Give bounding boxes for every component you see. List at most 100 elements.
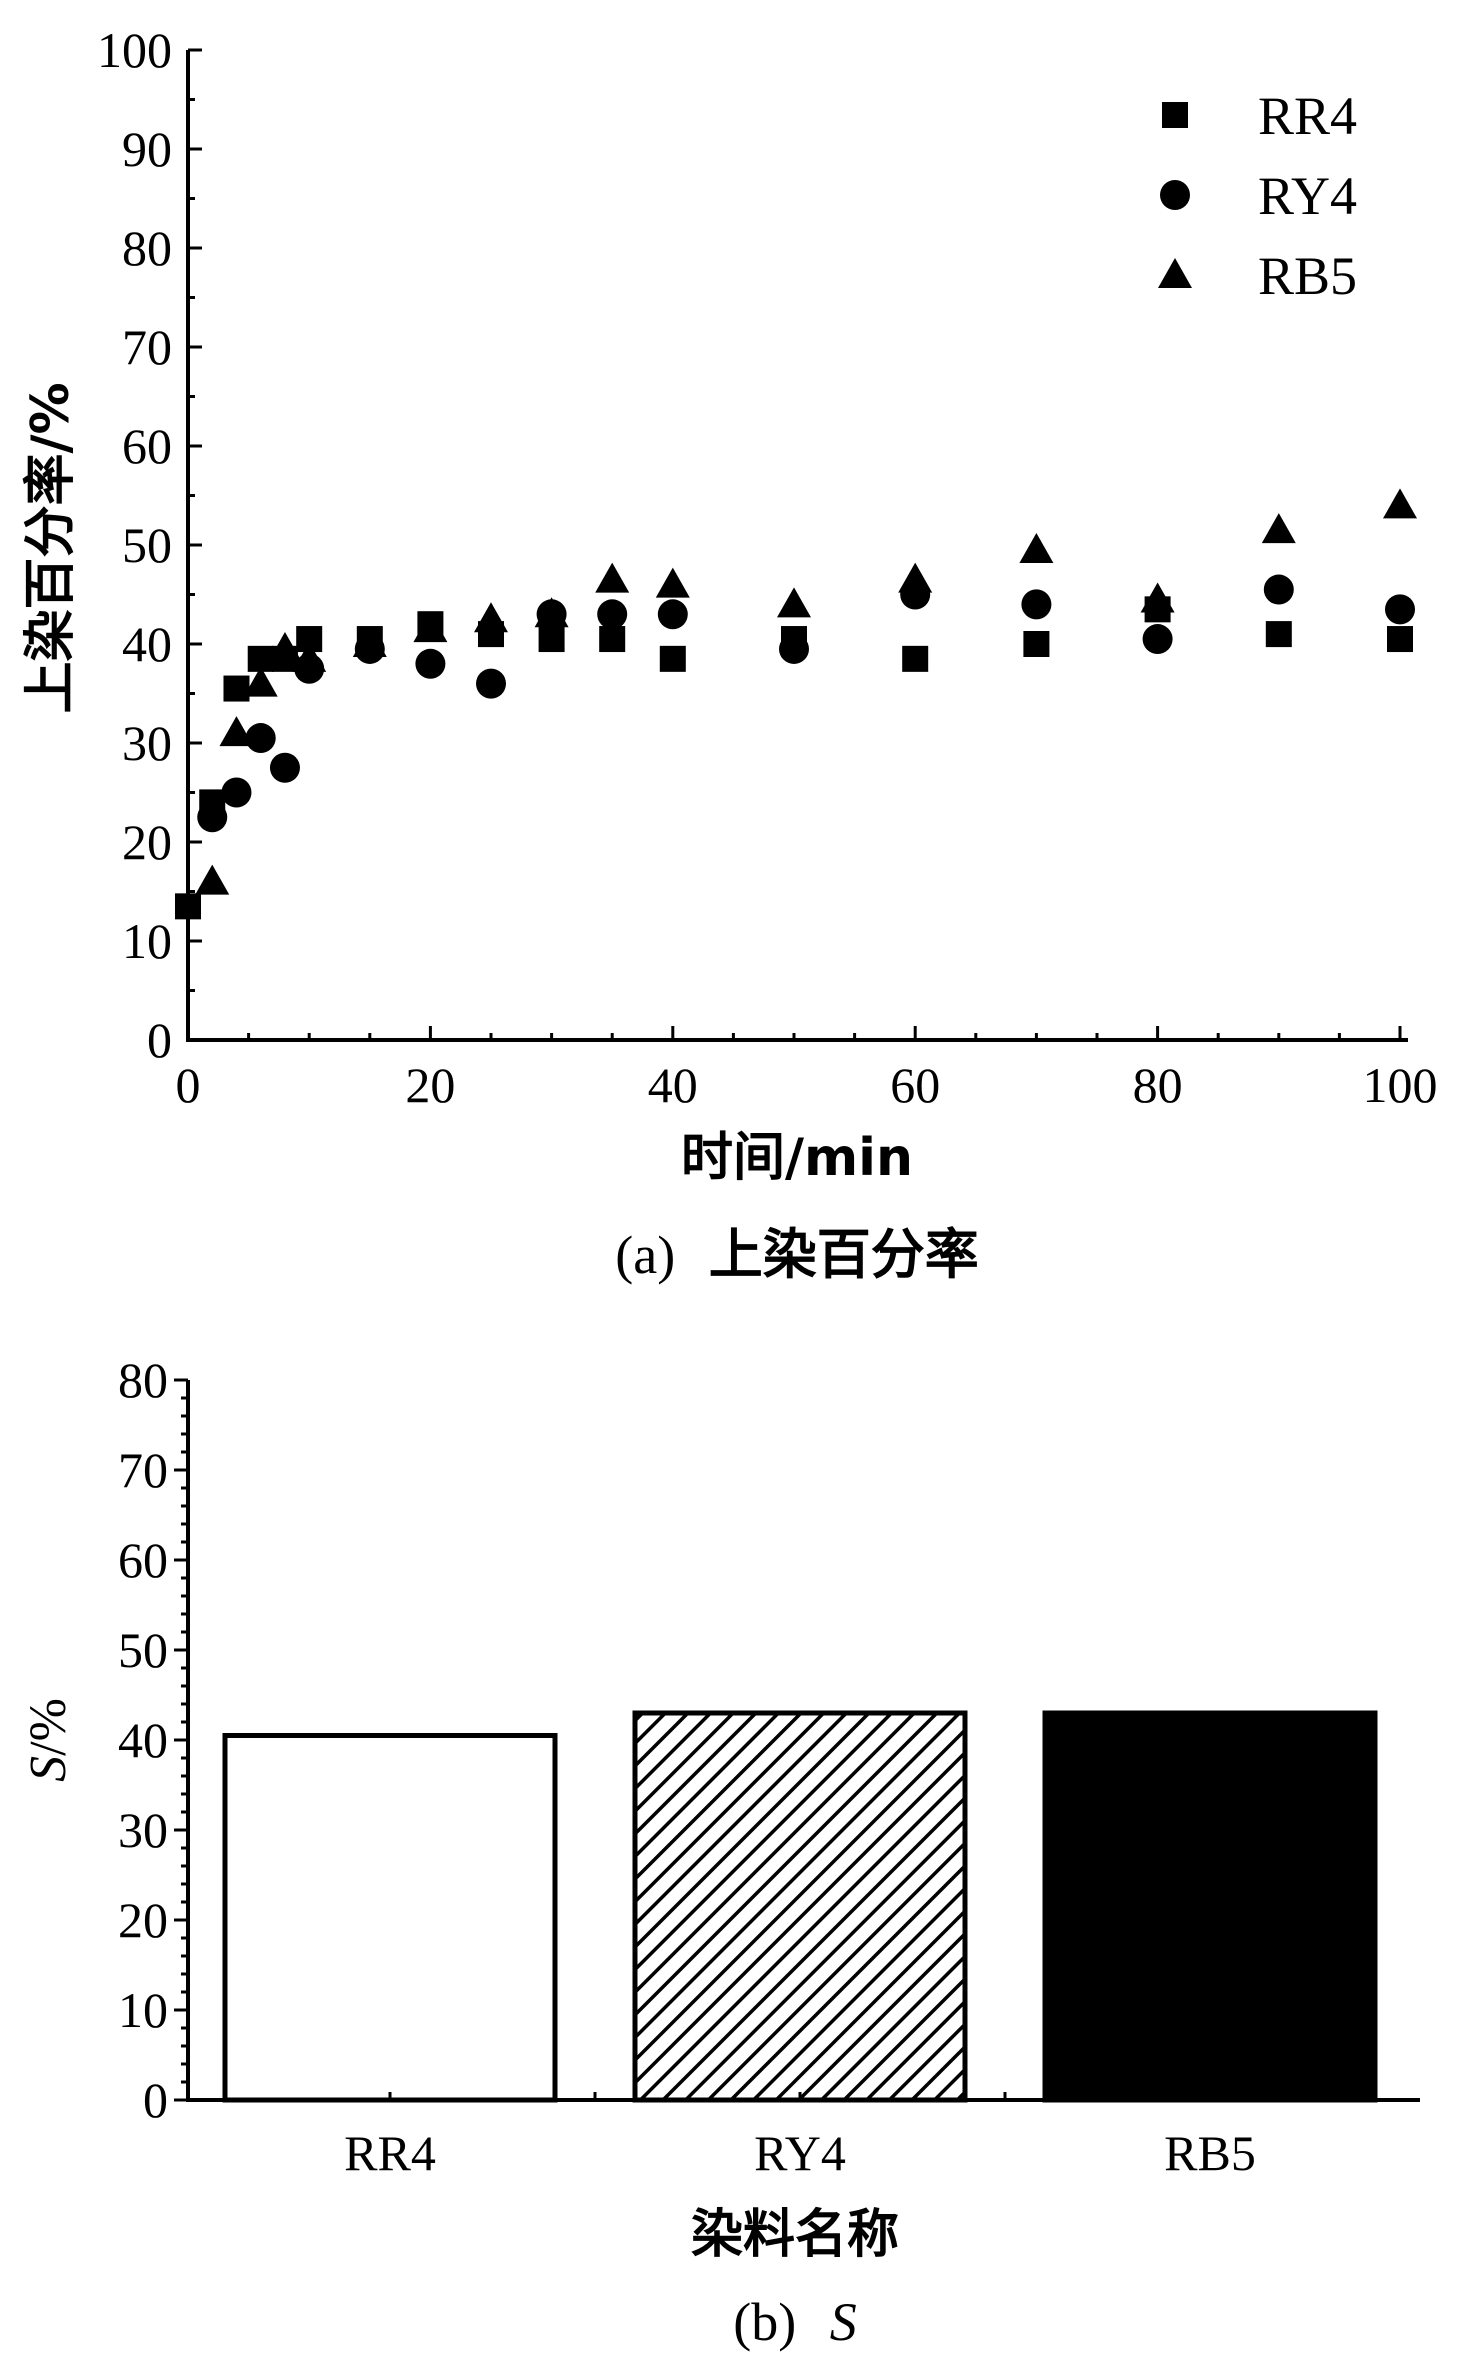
chart-a-caption-text: 上染百分率	[709, 1223, 979, 1286]
chart-a-data-points	[175, 488, 1417, 920]
chart-b-y-ticks: 0 10 20 30 40 50 60 70 80	[118, 1352, 188, 2128]
chart-b-y-tick-label: 80	[118, 1352, 168, 1408]
chart-a-x-tick-label: 40	[648, 1057, 698, 1113]
chart-a-y-tick-label: 90	[122, 121, 172, 177]
rr4-point	[1265, 621, 1292, 648]
rb5-point	[655, 567, 690, 598]
series-ry4	[197, 574, 1415, 833]
chart-a-x-tick-label: 0	[176, 1057, 201, 1113]
chart-b-y-tick-label: 30	[118, 1802, 168, 1858]
bar-rr4	[222, 1733, 558, 2103]
chart-a-y-tick-label: 60	[122, 418, 172, 474]
chart-b-bars	[222, 1710, 1378, 2103]
rr4-point	[538, 626, 565, 653]
ry4-point	[657, 599, 688, 630]
ry4-point	[415, 648, 446, 679]
rb5-point	[352, 627, 387, 657]
chart-b-y-tick-label: 60	[118, 1532, 168, 1588]
rb5-point	[1383, 488, 1417, 519]
legend-label-ry4: RY4	[1258, 166, 1357, 226]
rb5-point	[595, 562, 630, 593]
chart-a-x-tick-label: 80	[1133, 1057, 1183, 1113]
ry4-point	[1385, 594, 1415, 625]
legend-marker-rb5	[1158, 258, 1192, 288]
chart-a-x-axis-title: 时间/min	[681, 1128, 913, 1188]
ry4-point	[1021, 589, 1052, 620]
chart-a-y-tick-label: 80	[122, 220, 172, 276]
rr4-point	[902, 645, 929, 672]
chart-a-y-tick-label: 100	[97, 22, 172, 78]
chart-a-y-tick-label: 20	[122, 814, 172, 870]
chart-a-y-tick-label: 30	[122, 715, 172, 771]
rb5-point	[777, 587, 811, 618]
rb5-point	[195, 864, 230, 895]
chart-b-y-axis-title: S/%	[20, 1698, 77, 1782]
chart-a-x-ticks: 0 20 40 60 80 100	[176, 1026, 1438, 1113]
series-rb5	[195, 488, 1417, 895]
rr4-point	[175, 893, 201, 920]
ry4-point	[597, 599, 628, 630]
chart-b-y-tick-label: 20	[118, 1892, 168, 1948]
chart-b-x-tick-label: RB5	[1164, 2125, 1256, 2181]
chart-b-y-tick-label: 40	[118, 1712, 168, 1768]
rb5-point	[219, 716, 254, 747]
rr4-point	[1023, 631, 1050, 657]
chart-a-y-tick-label: 10	[122, 913, 172, 969]
ry4-point	[245, 723, 276, 754]
rb5-point	[474, 602, 508, 633]
rb5-point	[1140, 582, 1175, 613]
rr4-point	[599, 626, 626, 653]
chart-b-caption-label: (b)	[733, 2292, 796, 2352]
rr4-point	[223, 675, 250, 702]
rb5-point	[898, 562, 933, 593]
rb5-point	[534, 597, 569, 628]
chart-b-x-tick-label: RY4	[754, 2125, 846, 2181]
rb5-point	[267, 631, 302, 662]
chart-b-caption: (b) S	[733, 2292, 856, 2352]
chart-b-x-tick-label: RR4	[344, 2125, 436, 2181]
rr4-point	[1387, 626, 1413, 653]
chart-b-x-axis-title: 染料名称	[691, 2205, 899, 2265]
chart-b-x-tick-labels: RR4 RY4 RB5	[344, 2092, 1256, 2181]
chart-a-y-tick-label: 0	[147, 1012, 172, 1068]
chart-a-y-tick-label: 40	[122, 616, 172, 672]
rb5-point	[413, 612, 448, 643]
chart-a-x-tick-label: 20	[405, 1057, 455, 1113]
ry4-point	[197, 802, 228, 833]
ry4-point	[221, 777, 252, 808]
chart-b-y-axis-unit: /%	[20, 1698, 77, 1756]
rb5-point	[1019, 532, 1054, 563]
chart-a-x-tick-label: 60	[890, 1057, 940, 1113]
legend-label-rb5: RB5	[1258, 246, 1357, 306]
chart-b-y-tick-label: 0	[143, 2072, 168, 2128]
chart-b-caption-text: S	[830, 2292, 857, 2352]
chart-a-caption: (a) 上染百分率	[615, 1223, 978, 1286]
ry4-point	[1263, 574, 1294, 605]
rb5-point	[1261, 513, 1296, 544]
chart-a-caption-label: (a)	[615, 1225, 675, 1285]
legend-marker-ry4	[1160, 180, 1190, 210]
chart-a-axes	[186, 50, 1408, 1042]
chart-b-y-tick-label: 70	[118, 1442, 168, 1498]
chart-b-y-tick-label: 10	[118, 1982, 168, 2038]
bar-rb5	[1042, 1710, 1378, 2103]
rr4-point	[659, 645, 686, 672]
legend-label-rr4: RR4	[1258, 86, 1357, 146]
chart-a-x-tick-label: 100	[1363, 1057, 1438, 1113]
chart-a-y-tick-label: 50	[122, 517, 172, 573]
ry4-point	[1142, 624, 1173, 655]
chart-a-y-axis-title: 上染百分率/%	[21, 382, 81, 713]
legend-marker-rr4	[1162, 102, 1188, 128]
chart-a-legend: RR4 RY4 RB5	[1158, 86, 1357, 306]
rb5-point	[292, 641, 327, 672]
bar-ry4	[632, 1710, 968, 2103]
ry4-point	[779, 633, 809, 664]
chart-a-y-tick-label: 70	[122, 319, 172, 375]
chart-a-y-ticks: 0 10 20 30 40 50 60 70 80 90 100	[97, 22, 202, 1068]
ry4-point	[269, 752, 300, 783]
chart-b-y-axis-symbol: S	[20, 1756, 77, 1782]
ry4-point	[476, 668, 506, 699]
